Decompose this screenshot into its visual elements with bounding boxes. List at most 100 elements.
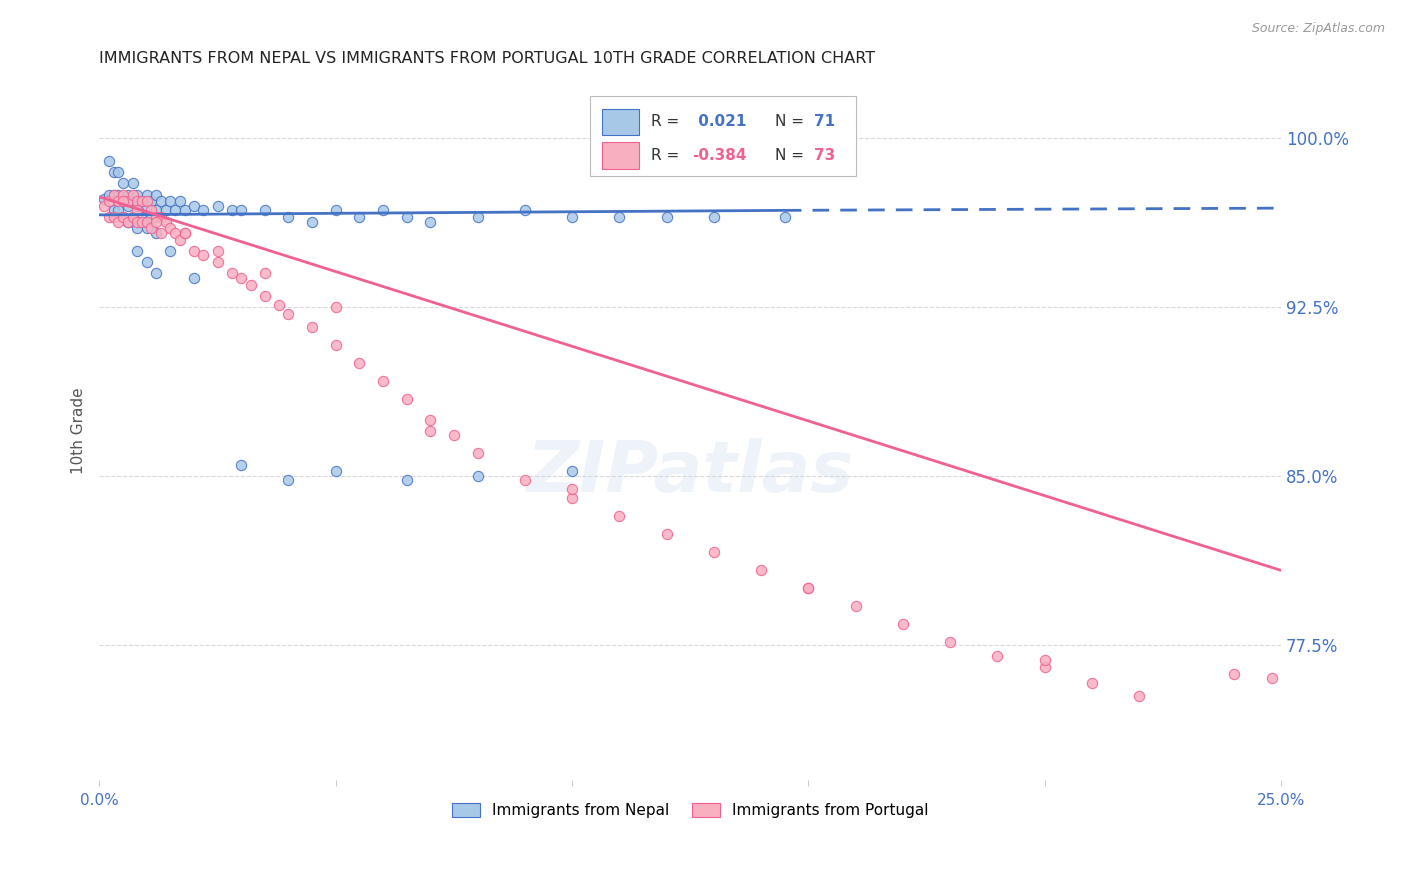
Text: 73: 73 <box>814 148 835 163</box>
Point <box>112 194 135 209</box>
Point <box>467 210 489 224</box>
Point <box>127 199 149 213</box>
Bar <box>589 96 856 177</box>
Point <box>173 226 195 240</box>
Y-axis label: 10th Grade: 10th Grade <box>72 387 86 475</box>
Point <box>159 221 181 235</box>
Point <box>112 187 135 202</box>
Point <box>207 199 229 213</box>
Point <box>93 192 115 206</box>
Point <box>121 210 143 224</box>
Point <box>131 210 153 224</box>
Point <box>797 582 820 596</box>
Point <box>117 187 139 202</box>
Point <box>145 203 167 218</box>
Point <box>939 635 962 649</box>
Point <box>103 210 125 224</box>
Point <box>325 203 347 218</box>
Text: -0.384: -0.384 <box>693 148 747 163</box>
Point <box>97 153 120 168</box>
Point <box>561 464 583 478</box>
Text: 0.021: 0.021 <box>693 114 747 129</box>
Point <box>221 203 243 218</box>
Text: IMMIGRANTS FROM NEPAL VS IMMIGRANTS FROM PORTUGAL 10TH GRADE CORRELATION CHART: IMMIGRANTS FROM NEPAL VS IMMIGRANTS FROM… <box>100 51 876 66</box>
Point <box>419 214 441 228</box>
Point <box>371 375 394 389</box>
Point <box>231 458 253 472</box>
Point <box>797 582 820 596</box>
Point <box>467 468 489 483</box>
Point <box>655 527 678 541</box>
Point <box>986 648 1008 663</box>
Point <box>703 210 725 224</box>
Point <box>97 210 120 224</box>
Point <box>1222 666 1244 681</box>
Point <box>135 214 157 228</box>
Text: 25.0%: 25.0% <box>1257 793 1305 808</box>
Bar <box>602 109 640 135</box>
Point <box>325 464 347 478</box>
Point <box>107 194 129 209</box>
Point <box>891 617 914 632</box>
Point <box>173 203 195 218</box>
Point <box>165 203 187 218</box>
Point <box>97 187 120 202</box>
Point <box>277 307 299 321</box>
Point <box>443 428 465 442</box>
Point <box>141 194 163 209</box>
Point <box>145 210 167 224</box>
Text: N =: N = <box>775 114 808 129</box>
Text: R =: R = <box>651 148 685 163</box>
Point <box>135 194 157 209</box>
Point <box>419 424 441 438</box>
Point <box>349 356 371 370</box>
Point <box>1128 690 1150 704</box>
Bar <box>602 142 640 169</box>
Point <box>127 244 149 258</box>
Point <box>149 194 172 209</box>
Point <box>183 244 205 258</box>
Point <box>325 338 347 352</box>
Point <box>169 233 191 247</box>
Point <box>112 210 135 224</box>
Text: ZIPatlas: ZIPatlas <box>526 438 853 508</box>
Point <box>107 165 129 179</box>
Point <box>121 177 143 191</box>
Point <box>183 271 205 285</box>
Point <box>141 221 163 235</box>
Point <box>419 412 441 426</box>
Point <box>231 203 253 218</box>
Point <box>301 320 323 334</box>
Point <box>103 187 125 202</box>
Point <box>117 199 139 213</box>
Point <box>467 446 489 460</box>
Point <box>112 177 135 191</box>
Point <box>173 226 195 240</box>
Point <box>107 203 129 218</box>
Point <box>103 187 125 202</box>
Point <box>141 203 163 218</box>
Point <box>395 210 418 224</box>
Point <box>107 187 129 202</box>
Point <box>127 203 149 218</box>
Point <box>371 203 394 218</box>
Point <box>253 266 276 280</box>
Point <box>1260 671 1282 685</box>
Point <box>183 199 205 213</box>
Point <box>103 165 125 179</box>
Point <box>325 300 347 314</box>
Legend: Immigrants from Nepal, Immigrants from Portugal: Immigrants from Nepal, Immigrants from P… <box>446 797 935 824</box>
Point <box>117 214 139 228</box>
Point <box>93 199 115 213</box>
Point <box>127 187 149 202</box>
Point <box>395 392 418 407</box>
Point <box>97 194 120 209</box>
Point <box>277 210 299 224</box>
Point <box>145 266 167 280</box>
Point <box>127 214 149 228</box>
Point <box>845 599 868 614</box>
Point <box>135 187 157 202</box>
Point <box>145 214 167 228</box>
Point <box>207 255 229 269</box>
Point <box>135 221 157 235</box>
